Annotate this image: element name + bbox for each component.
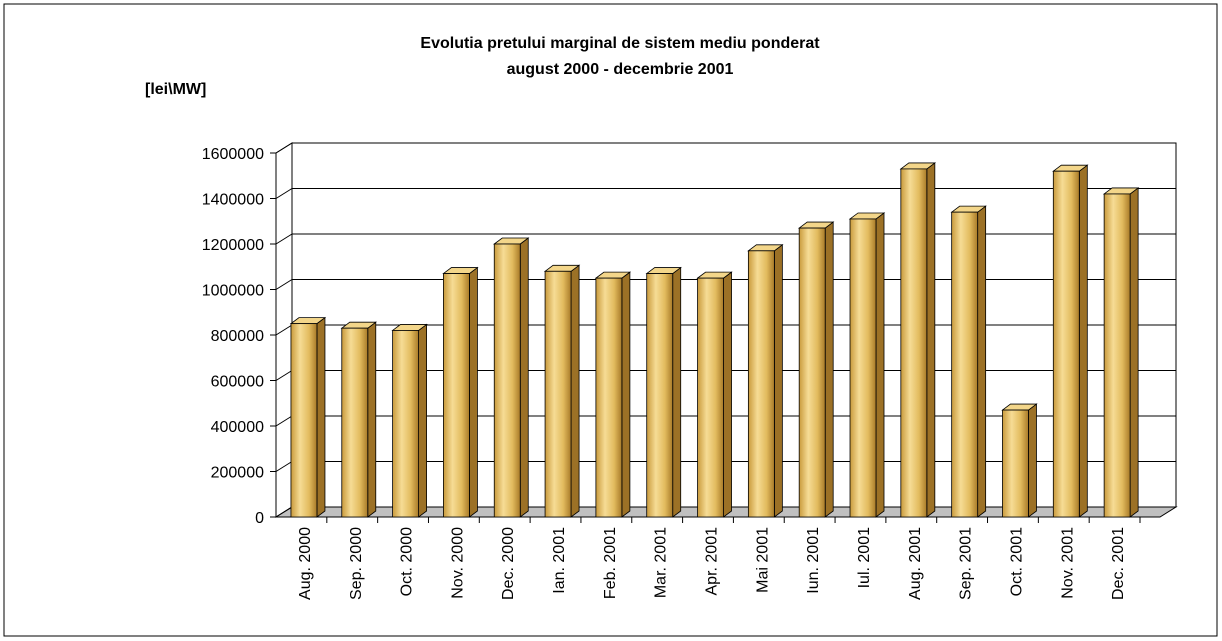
bar xyxy=(290,323,318,518)
chart-subtitle: august 2000 - decembrie 2001 xyxy=(507,61,734,78)
grid-line xyxy=(275,279,293,290)
bar-side xyxy=(1129,187,1139,518)
grid-line xyxy=(275,233,293,245)
grid-line xyxy=(275,506,293,518)
bar-side xyxy=(1078,164,1088,518)
bar-side xyxy=(926,162,936,518)
x-tick-label: Sep. 2001 xyxy=(958,527,975,600)
x-tick-label: Mai 2001 xyxy=(754,527,771,593)
x-tick-label: Dec. 2000 xyxy=(500,527,517,600)
x-tick-label: Sep. 2000 xyxy=(348,527,365,600)
bar xyxy=(341,327,369,518)
bar xyxy=(1052,170,1080,518)
bar-side xyxy=(672,266,682,518)
x-tick-label: Dec. 2001 xyxy=(1110,527,1127,600)
bar xyxy=(493,243,521,518)
bar-side xyxy=(519,237,529,518)
grid-line xyxy=(275,324,293,336)
x-tick-label: Iun. 2001 xyxy=(805,527,822,594)
bar xyxy=(747,250,775,518)
bar xyxy=(798,227,826,518)
y-tick-label: 400000 xyxy=(211,419,264,436)
bar xyxy=(646,273,674,518)
y-tick-label: 1600000 xyxy=(202,146,264,163)
grid-line xyxy=(275,415,293,427)
bar-side xyxy=(1028,403,1037,518)
bar xyxy=(1103,193,1131,518)
grid-line xyxy=(275,370,293,381)
bar xyxy=(1002,409,1029,518)
bar xyxy=(443,273,470,518)
x-tick-label: Aug. 2000 xyxy=(297,527,314,600)
bar xyxy=(951,211,979,518)
grid-line xyxy=(275,142,293,154)
bar xyxy=(595,277,623,518)
x-tick-label: Oct. 2000 xyxy=(399,527,416,596)
x-tick-label: Mar. 2001 xyxy=(653,527,670,598)
y-tick-label: 1200000 xyxy=(202,237,264,254)
y-tick-label: 1400000 xyxy=(202,192,264,209)
y-axis-label: [lei\MW] xyxy=(145,81,206,98)
y-tick-label: 0 xyxy=(255,510,264,527)
bar-side xyxy=(418,323,428,518)
bar-side xyxy=(773,244,783,518)
x-tick-label: Apr. 2001 xyxy=(704,527,721,596)
bar-side xyxy=(723,271,732,518)
bar-side xyxy=(469,266,478,518)
grid-line xyxy=(275,461,293,472)
bar-side xyxy=(316,316,326,518)
bar xyxy=(392,330,420,518)
x-tick-label: Feb. 2001 xyxy=(602,527,619,599)
bar-side xyxy=(824,221,834,518)
bar xyxy=(849,218,877,518)
bar-side xyxy=(977,205,987,518)
x-tick-label: Oct. 2001 xyxy=(1008,527,1025,596)
y-tick-label: 600000 xyxy=(211,374,264,391)
y-tick-label: 800000 xyxy=(211,328,264,345)
bar xyxy=(900,168,928,518)
y-tick-label: 1000000 xyxy=(202,283,264,300)
x-tick-label: Iul. 2001 xyxy=(856,527,873,588)
x-tick-label: Aug. 2001 xyxy=(907,527,924,600)
bar-side xyxy=(621,271,631,518)
x-tick-label: Nov. 2001 xyxy=(1059,527,1076,599)
bar-side xyxy=(875,212,885,518)
y-tick-label: 200000 xyxy=(211,465,264,482)
bar-side xyxy=(570,264,580,518)
bar xyxy=(697,277,724,518)
x-tick-label: Ian. 2001 xyxy=(551,527,568,594)
x-tick-label: Nov. 2000 xyxy=(449,527,466,599)
bar-side xyxy=(367,321,377,518)
bar xyxy=(544,270,572,518)
chart-title: Evolutia pretului marginal de sistem med… xyxy=(420,35,820,52)
grid-line xyxy=(275,188,293,199)
